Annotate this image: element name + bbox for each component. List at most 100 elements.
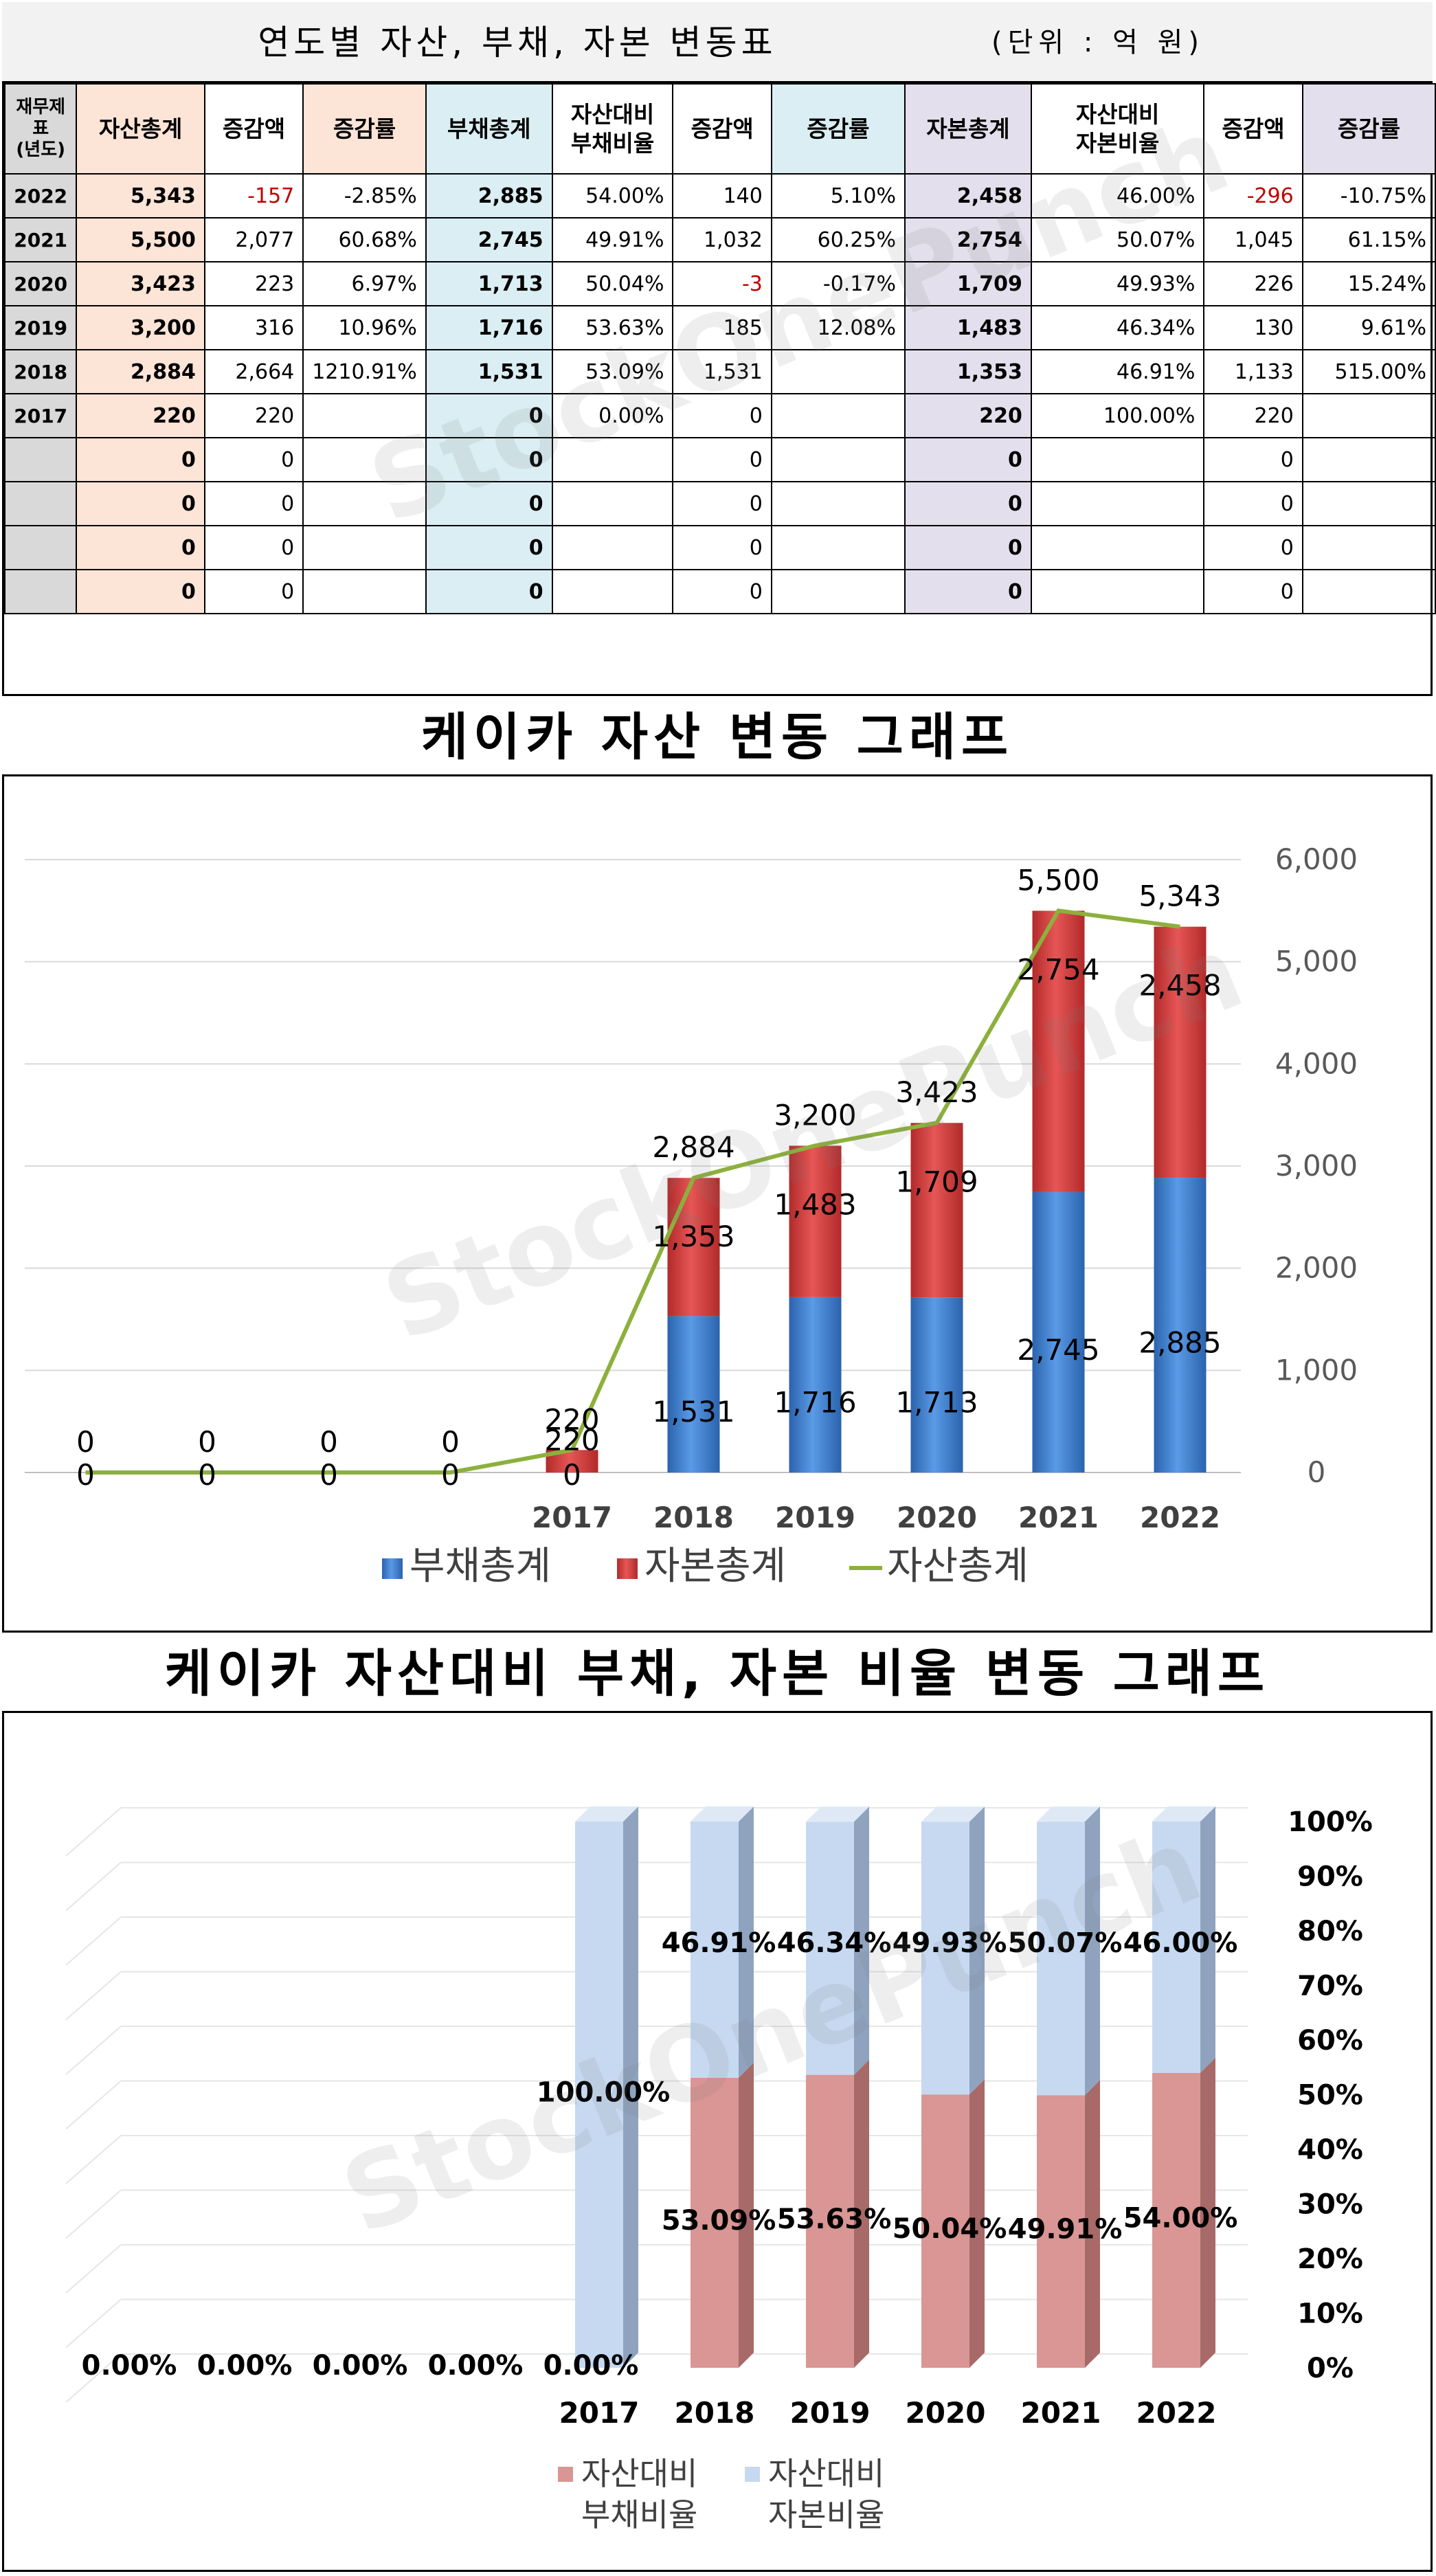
cell-equity-change: -296 bbox=[1203, 173, 1303, 219]
cell-equity-rate: 61.15% bbox=[1301, 217, 1436, 262]
x-tick-label: 2020 bbox=[897, 1501, 977, 1534]
cell-liab-rate bbox=[770, 437, 906, 482]
legend-label-equity-ratio: 자산대비 bbox=[768, 2455, 884, 2492]
bar-liab-ratio bbox=[691, 2077, 739, 2368]
x-tick-label: 2021 bbox=[1018, 1501, 1099, 1534]
data-label-liabilities: 0 bbox=[441, 1458, 460, 1492]
data-label-equity-ratio: 50.07% bbox=[1008, 1927, 1123, 1959]
bar-liab-ratio-side bbox=[969, 2079, 985, 2368]
cell-equity-change: 220 bbox=[1203, 393, 1303, 438]
cell-year: 2018 bbox=[3, 349, 78, 394]
legend-label-liab-ratio-line2: 부채비율 bbox=[581, 2496, 697, 2533]
cell-liabilities: 2,885 bbox=[425, 173, 553, 219]
x-tick-label: 2019 bbox=[775, 1501, 855, 1534]
y-tick-label: 40% bbox=[1297, 2134, 1363, 2166]
data-label-total-assets: 0 bbox=[441, 1425, 460, 1459]
bar-equity bbox=[667, 1178, 720, 1317]
cell-equity-change: 1,133 bbox=[1203, 349, 1303, 394]
data-label-total-assets: 0 bbox=[198, 1425, 216, 1459]
cell-assets-rate bbox=[302, 525, 427, 570]
cell-year bbox=[3, 481, 78, 526]
cell-assets-change: 0 bbox=[203, 525, 304, 570]
bar-equity-ratio-side bbox=[969, 1806, 985, 2095]
cell-assets-change: 220 bbox=[203, 393, 304, 438]
cell-liab-rate bbox=[770, 393, 906, 438]
bar-equity-ratio bbox=[1037, 1822, 1085, 2096]
y-tick-label: 6,000 bbox=[1275, 842, 1358, 876]
cell-equity-ratio bbox=[1030, 569, 1205, 614]
legend-label-liabilities: 부채총계 bbox=[410, 1544, 551, 1589]
cell-equity-rate bbox=[1301, 437, 1436, 482]
data-label-total-assets: 3,423 bbox=[895, 1075, 978, 1109]
cell-equity-ratio: 46.00% bbox=[1030, 173, 1205, 219]
legend-swatch-liab-ratio bbox=[558, 2467, 573, 2482]
bar-liab-ratio-side bbox=[739, 2062, 754, 2368]
y-tick-label: 5,000 bbox=[1275, 945, 1358, 978]
legend-swatch-liabilities bbox=[382, 1558, 403, 1579]
cell-equity-rate: 15.24% bbox=[1301, 261, 1436, 306]
col-header-assets: 자산총계 bbox=[76, 83, 205, 175]
cell-liabilities: 0 bbox=[425, 525, 553, 570]
data-label-equity: 1,353 bbox=[652, 1220, 734, 1253]
cell-assets-change: 316 bbox=[203, 305, 304, 350]
data-label-equity-ratio: 46.34% bbox=[777, 1927, 892, 1959]
bar-equity-ratio-top bbox=[806, 1806, 869, 1822]
cell-liab-ratio bbox=[551, 481, 674, 526]
cell-liab-change: 0 bbox=[672, 437, 772, 482]
col-header-assets-rate: 증감률 bbox=[302, 83, 427, 175]
col-header-year: 재무제표 (년도) bbox=[3, 83, 78, 175]
table-header-row: 재무제표 (년도) 자산총계 증감액 증감률 부채총계 자산대비 부채비율 증감… bbox=[3, 83, 1436, 175]
gridline-floor bbox=[65, 1807, 122, 1857]
y-tick-label: 4,000 bbox=[1275, 1046, 1358, 1080]
data-label-equity: 1,483 bbox=[774, 1187, 856, 1221]
gridline-floor bbox=[65, 2080, 122, 2130]
bar-equity-ratio bbox=[921, 1822, 969, 2095]
bar-equity-ratio-top bbox=[1152, 1806, 1215, 1822]
financial-table: 재무제표 (년도) 자산총계 증감액 증감률 부채총계 자산대비 부채비율 증감… bbox=[3, 83, 1436, 614]
cell-equity-ratio: 100.00% bbox=[1030, 393, 1205, 438]
data-label-liab-ratio: 0.00% bbox=[543, 2350, 639, 2382]
y-tick-label: 80% bbox=[1297, 1916, 1363, 1947]
table-row: 2018 2,884 2,664 1210.91% 1,531 53.09% 1,531 1,… bbox=[3, 349, 1436, 394]
x-tick-label: 2018 bbox=[675, 2396, 755, 2430]
bar-equity bbox=[1154, 926, 1207, 1178]
cell-year bbox=[3, 525, 78, 570]
y-tick-label: 60% bbox=[1297, 2025, 1363, 2057]
cell-liabilities: 0 bbox=[425, 569, 553, 614]
x-tick-label: 2018 bbox=[653, 1501, 734, 1534]
cell-liabilities: 0 bbox=[425, 481, 553, 526]
x-tick-label: 2022 bbox=[1140, 1501, 1220, 1534]
cell-equity-change: 0 bbox=[1203, 569, 1303, 614]
cell-liab-rate: 12.08% bbox=[770, 305, 906, 350]
y-tick-label: 90% bbox=[1297, 1861, 1363, 1893]
bar-equity-ratio-side bbox=[1085, 1806, 1100, 2096]
line-total-assets bbox=[85, 908, 1180, 1475]
cell-liab-rate bbox=[770, 525, 906, 570]
cell-equity-ratio: 46.91% bbox=[1030, 349, 1205, 394]
cell-equity-ratio: 50.07% bbox=[1030, 217, 1205, 262]
cell-liab-change: 185 bbox=[672, 305, 772, 350]
bar-liab-ratio bbox=[921, 2094, 969, 2368]
cell-assets-change: 223 bbox=[203, 261, 304, 306]
cell-liabilities: 0 bbox=[425, 437, 553, 482]
gridline-floor bbox=[65, 2026, 122, 2075]
cell-liab-change: 0 bbox=[672, 569, 772, 614]
data-label-liab-ratio: 0.00% bbox=[313, 2350, 408, 2382]
bar-liab-ratio-side bbox=[1200, 2057, 1215, 2368]
cell-equity-change: 130 bbox=[1203, 305, 1303, 350]
legend-swatch-equity-ratio bbox=[745, 2467, 760, 2482]
gridline-floor bbox=[65, 1861, 122, 1912]
cell-assets: 0 bbox=[76, 437, 205, 482]
data-label-equity-ratio: 100.00% bbox=[537, 2077, 670, 2109]
col-header-assets-change: 증감액 bbox=[203, 83, 304, 175]
asset-chart-title: 케이카 자산 변동 그래프 bbox=[2, 694, 1433, 776]
unit-label: (단위 : 억 원) bbox=[991, 27, 1205, 58]
table-row: 2021 5,500 2,077 60.68% 2,745 49.91% 1,032 60.2… bbox=[3, 217, 1436, 262]
data-label-liabilities: 1,716 bbox=[774, 1385, 856, 1419]
bar-equity bbox=[910, 1123, 963, 1298]
cell-year: 2020 bbox=[3, 261, 78, 306]
bar-equity-ratio-top bbox=[921, 1806, 985, 1822]
